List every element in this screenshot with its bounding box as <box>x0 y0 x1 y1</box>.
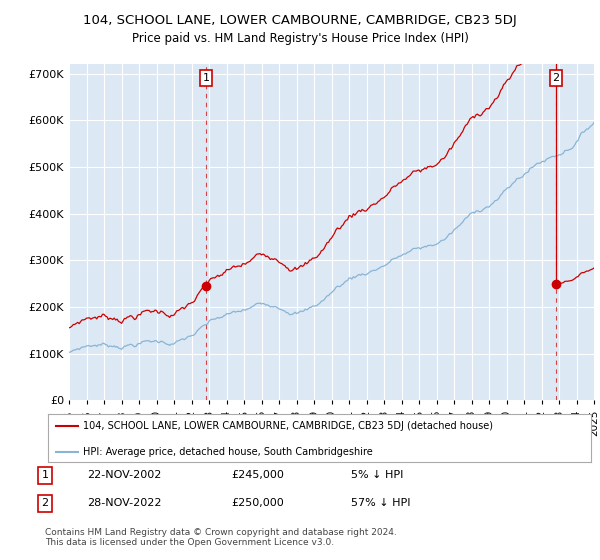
Text: 1: 1 <box>41 470 49 480</box>
Text: 104, SCHOOL LANE, LOWER CAMBOURNE, CAMBRIDGE, CB23 5DJ (detached house): 104, SCHOOL LANE, LOWER CAMBOURNE, CAMBR… <box>83 421 493 431</box>
Text: 2: 2 <box>553 73 560 83</box>
Text: 2: 2 <box>41 498 49 508</box>
Text: 57% ↓ HPI: 57% ↓ HPI <box>351 498 410 508</box>
Text: 22-NOV-2002: 22-NOV-2002 <box>87 470 161 480</box>
Text: £245,000: £245,000 <box>231 470 284 480</box>
Text: £250,000: £250,000 <box>231 498 284 508</box>
Text: 1: 1 <box>203 73 209 83</box>
Text: Price paid vs. HM Land Registry's House Price Index (HPI): Price paid vs. HM Land Registry's House … <box>131 32 469 45</box>
Text: 28-NOV-2022: 28-NOV-2022 <box>87 498 161 508</box>
Text: HPI: Average price, detached house, South Cambridgeshire: HPI: Average price, detached house, Sout… <box>83 446 373 456</box>
Text: 104, SCHOOL LANE, LOWER CAMBOURNE, CAMBRIDGE, CB23 5DJ: 104, SCHOOL LANE, LOWER CAMBOURNE, CAMBR… <box>83 14 517 27</box>
Text: Contains HM Land Registry data © Crown copyright and database right 2024.
This d: Contains HM Land Registry data © Crown c… <box>45 528 397 547</box>
Text: 5% ↓ HPI: 5% ↓ HPI <box>351 470 403 480</box>
